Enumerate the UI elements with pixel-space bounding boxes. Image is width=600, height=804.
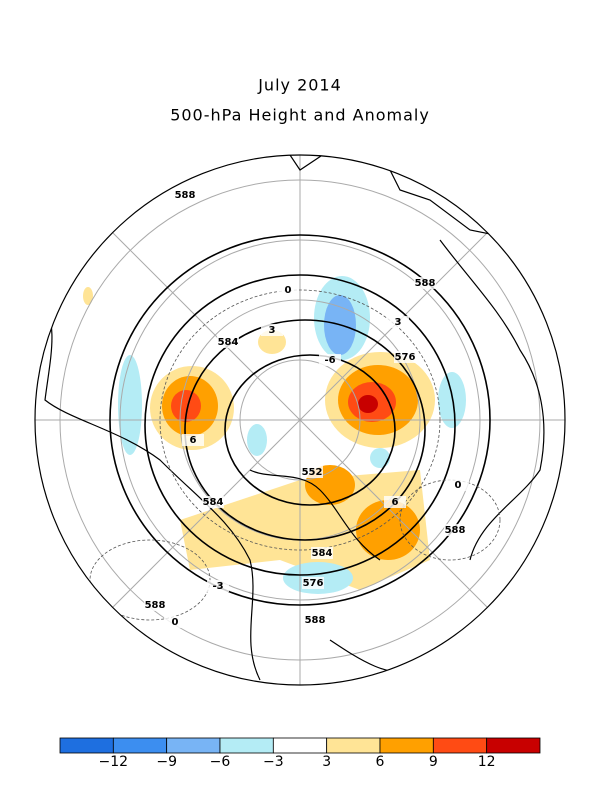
label-bg (319, 354, 341, 366)
label-bg (384, 496, 406, 508)
label-bg (394, 351, 416, 363)
label-bg (202, 496, 224, 508)
label-bg (414, 277, 436, 289)
label-bg (302, 577, 324, 589)
contour-label: 584 (203, 497, 224, 508)
label-bg (174, 189, 196, 201)
contour-label: 6 (190, 435, 197, 446)
colorbar-label: 12 (478, 754, 496, 770)
contour-label: 584 (312, 548, 333, 559)
colorbar-swatch (219, 737, 274, 754)
contour-label: 588 (445, 525, 466, 536)
label-bg (277, 284, 299, 296)
label-bg (444, 524, 466, 536)
label-bg (311, 547, 333, 559)
title: July 2014 (257, 76, 342, 95)
contour-label: 584 (218, 337, 239, 348)
label-bg (207, 580, 229, 592)
contour-label: 0 (172, 617, 179, 628)
colorbar-label: 6 (376, 754, 385, 770)
colorbar-label: −12 (99, 754, 129, 770)
map-border (34, 154, 566, 686)
colorbar-label: −3 (263, 754, 284, 770)
colorbar-label: 3 (322, 754, 331, 770)
subtitle: 500-hPa Height and Anomaly (170, 106, 430, 125)
contour-label: 588 (175, 190, 196, 201)
label-bg (261, 324, 283, 336)
colorbar-swatch (326, 737, 381, 754)
anomaly-shading (83, 276, 466, 594)
colorbar-swatch (112, 737, 168, 754)
contour-label: -3 (212, 581, 223, 592)
contour-label: 588 (305, 615, 326, 626)
label-bg (144, 599, 166, 611)
height-contours (109, 234, 491, 606)
colorbar-label: −6 (210, 754, 231, 770)
map (35, 155, 565, 685)
contour-label: 588 (145, 600, 166, 611)
colorbar-label: 9 (429, 754, 438, 770)
coastlines (39, 155, 545, 685)
label-bg (447, 479, 469, 491)
colorbar-swatch (486, 737, 541, 754)
contour-label: 3 (395, 317, 402, 328)
contour-label: 588 (415, 278, 436, 289)
contour-label: 3 (269, 325, 276, 336)
label-bg (182, 434, 204, 446)
label-bg (304, 614, 326, 626)
contour-label: 6 (392, 497, 399, 508)
contour-label: -6 (324, 355, 335, 366)
colorbar-swatch (272, 737, 328, 754)
label-bg (301, 466, 323, 478)
contour-label: 552 (302, 467, 323, 478)
colorbar-swatch (379, 737, 434, 754)
label-bg (164, 616, 186, 628)
colorbar-swatch (432, 737, 488, 754)
colorbar-swatch (59, 737, 114, 754)
colorbar-swatch (166, 737, 221, 754)
label-bg (217, 336, 239, 348)
contour-label: 576 (395, 352, 416, 363)
contour-label: 576 (303, 578, 324, 589)
graticule (35, 155, 565, 685)
contour-label: 0 (455, 480, 462, 491)
contour-label: 0 (285, 285, 292, 296)
colorbar-label: −9 (156, 754, 177, 770)
label-bg (387, 316, 409, 328)
